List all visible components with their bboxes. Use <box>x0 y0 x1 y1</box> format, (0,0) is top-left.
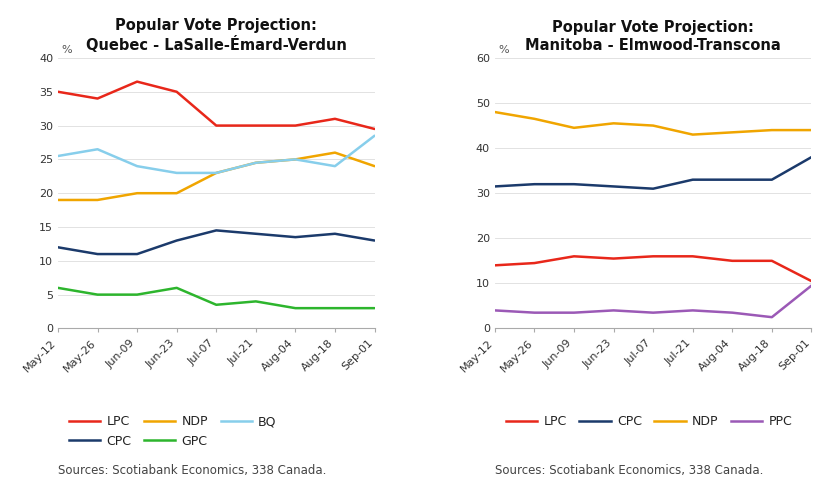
CPC <box>608 184 618 189</box>
NDP <box>290 156 300 162</box>
LPC <box>528 260 538 266</box>
Line: LPC: LPC <box>495 256 810 281</box>
NDP <box>211 170 221 176</box>
LPC <box>648 254 657 259</box>
Line: NDP: NDP <box>58 153 374 200</box>
Legend: LPC, CPC, NDP, GPC, BQ: LPC, CPC, NDP, GPC, BQ <box>65 411 281 453</box>
BQ <box>251 160 261 166</box>
CPC <box>528 181 538 187</box>
Line: CPC: CPC <box>495 157 810 189</box>
LPC <box>251 123 261 128</box>
PPC <box>528 310 538 315</box>
BQ <box>171 170 181 176</box>
CPC <box>568 181 578 187</box>
NDP <box>726 129 736 135</box>
GPC <box>132 292 142 298</box>
NDP <box>53 197 63 203</box>
NDP <box>93 197 103 203</box>
LPC <box>330 116 340 122</box>
CPC <box>726 177 736 183</box>
LPC <box>93 96 103 101</box>
NDP <box>528 116 538 122</box>
BQ <box>211 170 221 176</box>
NDP <box>171 190 181 196</box>
GPC <box>53 285 63 291</box>
CPC <box>687 177 697 183</box>
LPC <box>687 254 697 259</box>
GPC <box>171 285 181 291</box>
PPC <box>805 283 815 288</box>
Line: CPC: CPC <box>58 230 374 254</box>
Text: Sources: Scotiabank Economics, 338 Canada.: Sources: Scotiabank Economics, 338 Canad… <box>495 464 762 477</box>
CPC <box>251 231 261 237</box>
BQ <box>53 153 63 159</box>
LPC <box>132 79 142 85</box>
GPC <box>251 298 261 304</box>
PPC <box>726 310 736 315</box>
CPC <box>766 177 776 183</box>
CPC <box>648 186 657 192</box>
BQ <box>369 133 379 139</box>
Title: Popular Vote Projection:
Manitoba - Elmwood-Transcona: Popular Vote Projection: Manitoba - Elmw… <box>524 20 780 53</box>
NDP <box>805 127 815 133</box>
LPC <box>171 89 181 95</box>
BQ <box>290 156 300 162</box>
LPC <box>568 254 578 259</box>
NDP <box>648 123 657 128</box>
PPC <box>687 308 697 313</box>
GPC <box>369 305 379 311</box>
Line: LPC: LPC <box>58 82 374 129</box>
CPC <box>805 154 815 160</box>
CPC <box>93 251 103 257</box>
CPC <box>490 184 500 189</box>
LPC <box>490 262 500 268</box>
PPC <box>608 308 618 313</box>
PPC <box>490 308 500 313</box>
NDP <box>608 120 618 126</box>
CPC <box>53 244 63 250</box>
Line: GPC: GPC <box>58 288 374 308</box>
LPC <box>805 278 815 284</box>
BQ <box>132 163 142 169</box>
CPC <box>132 251 142 257</box>
LPC <box>608 256 618 261</box>
NDP <box>568 125 578 131</box>
Line: PPC: PPC <box>495 285 810 317</box>
CPC <box>369 238 379 243</box>
GPC <box>290 305 300 311</box>
LPC <box>53 89 63 95</box>
CPC <box>211 227 221 233</box>
CPC <box>171 238 181 243</box>
CPC <box>330 231 340 237</box>
LPC <box>369 126 379 132</box>
NDP <box>330 150 340 156</box>
PPC <box>568 310 578 315</box>
NDP <box>687 132 697 138</box>
PPC <box>766 314 776 320</box>
NDP <box>369 163 379 169</box>
GPC <box>93 292 103 298</box>
Text: %: % <box>61 45 72 55</box>
CPC <box>290 234 300 240</box>
Line: BQ: BQ <box>58 136 374 173</box>
Text: %: % <box>497 45 508 55</box>
NDP <box>251 160 261 166</box>
GPC <box>211 302 221 308</box>
LPC <box>211 123 221 128</box>
PPC <box>648 310 657 315</box>
NDP <box>490 109 500 115</box>
LPC <box>726 258 736 264</box>
GPC <box>330 305 340 311</box>
Legend: LPC, CPC, NDP, PPC: LPC, CPC, NDP, PPC <box>500 411 796 433</box>
BQ <box>330 163 340 169</box>
Text: Sources: Scotiabank Economics, 338 Canada.: Sources: Scotiabank Economics, 338 Canad… <box>58 464 326 477</box>
Title: Popular Vote Projection:
Quebec - LaSalle-Émard-Verdun: Popular Vote Projection: Quebec - LaSall… <box>86 18 347 53</box>
BQ <box>93 146 103 152</box>
LPC <box>290 123 300 128</box>
LPC <box>766 258 776 264</box>
Line: NDP: NDP <box>495 112 810 135</box>
NDP <box>132 190 142 196</box>
NDP <box>766 127 776 133</box>
